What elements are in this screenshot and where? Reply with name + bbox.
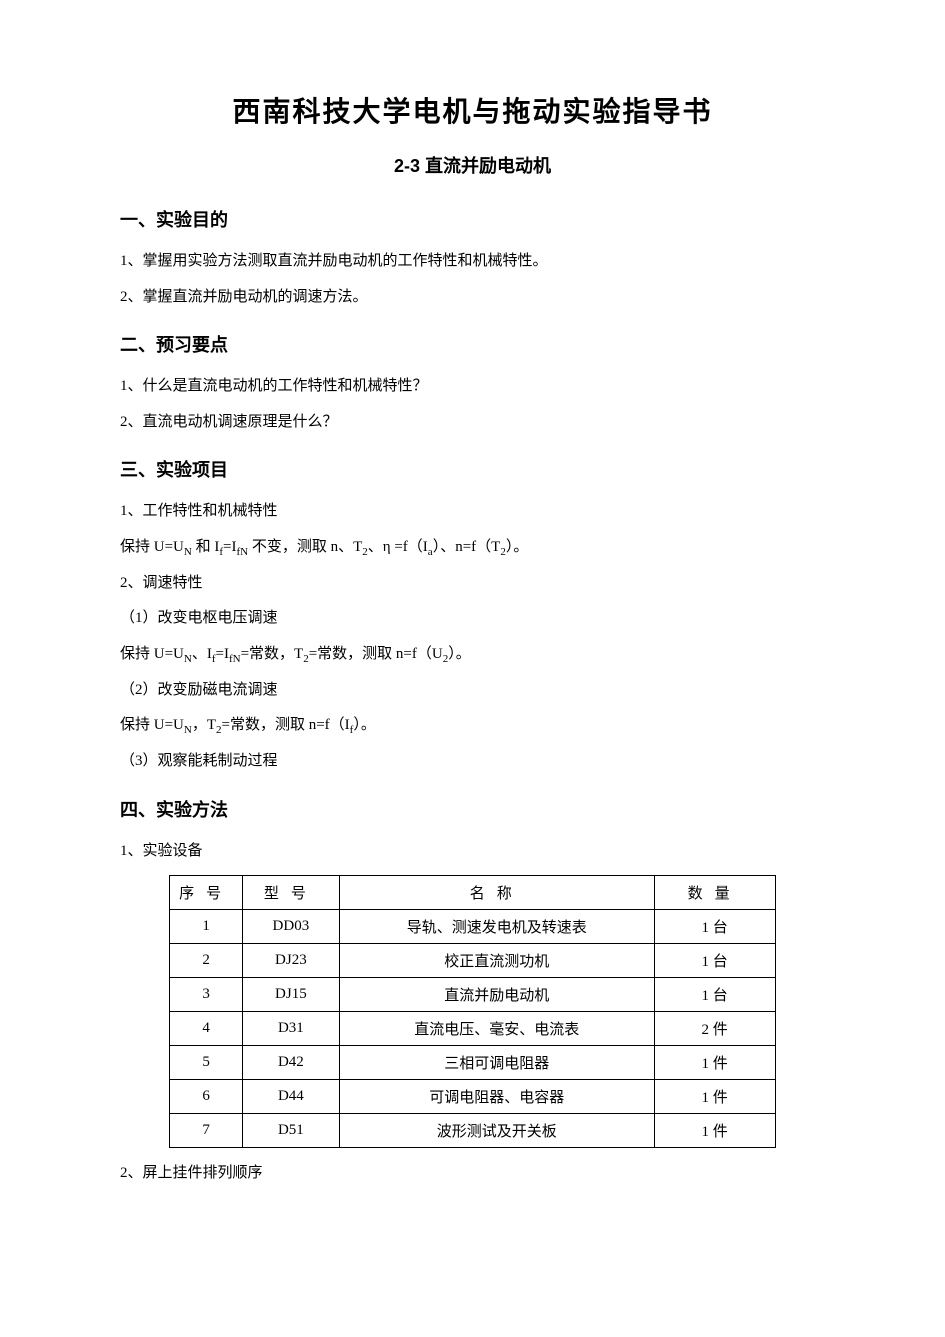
- cell-seq: 2: [170, 944, 243, 978]
- body-line: （1）改变电枢电压调速: [120, 603, 825, 635]
- section-body-2: 1、什么是直流电动机的工作特性和机械特性？ 2、直流电动机调速原理是什么？: [120, 371, 825, 438]
- cell-name: 可调电阻器、电容器: [339, 1080, 654, 1114]
- cell-qty: 1 件: [654, 1046, 775, 1080]
- body-line: （3）观察能耗制动过程: [120, 746, 825, 778]
- th-qty: 数量: [654, 876, 775, 910]
- cell-name: 波形测试及开关板: [339, 1114, 654, 1148]
- cell-model: D44: [242, 1080, 339, 1114]
- th-model: 型号: [242, 876, 339, 910]
- body-line: 2、调速特性: [120, 568, 825, 600]
- body-line: （2）改变励磁电流调速: [120, 675, 825, 707]
- cell-name: 导轨、测速发电机及转速表: [339, 910, 654, 944]
- cell-model: D42: [242, 1046, 339, 1080]
- cell-qty: 1 台: [654, 910, 775, 944]
- cell-seq: 5: [170, 1046, 243, 1080]
- cell-name: 直流电压、毫安、电流表: [339, 1012, 654, 1046]
- table-row: 5D42三相可调电阻器1 件: [170, 1046, 775, 1080]
- body-line: 2、掌握直流并励电动机的调速方法。: [120, 282, 825, 314]
- cell-name: 三相可调电阻器: [339, 1046, 654, 1080]
- cell-qty: 1 台: [654, 944, 775, 978]
- table-row: 3DJ15直流并励电动机1 台: [170, 978, 775, 1012]
- body-line: 1、什么是直流电动机的工作特性和机械特性？: [120, 371, 825, 403]
- cell-qty: 1 件: [654, 1080, 775, 1114]
- cell-seq: 7: [170, 1114, 243, 1148]
- body-line: 1、掌握用实验方法测取直流并励电动机的工作特性和机械特性。: [120, 246, 825, 278]
- cell-seq: 4: [170, 1012, 243, 1046]
- table-row: 6D44可调电阻器、电容器1 件: [170, 1080, 775, 1114]
- body-line: 保持 U=UN、If=IfN=常数，T2=常数，测取 n=f（U2）。: [120, 639, 825, 671]
- cell-seq: 3: [170, 978, 243, 1012]
- cell-model: D51: [242, 1114, 339, 1148]
- section-body-3: 1、工作特性和机械特性保持 U=UN 和 If=IfN 不变，测取 n、T2、η…: [120, 496, 825, 778]
- section-heading-4: 四、实验方法: [120, 796, 825, 822]
- body-line: 2、直流电动机调速原理是什么？: [120, 407, 825, 439]
- after-table-line: 2、屏上挂件排列顺序: [120, 1158, 825, 1190]
- table-row: 1DD03导轨、测速发电机及转速表1 台: [170, 910, 775, 944]
- cell-name: 校正直流测功机: [339, 944, 654, 978]
- th-name: 名称: [339, 876, 654, 910]
- cell-model: DJ15: [242, 978, 339, 1012]
- equipment-intro: 1、实验设备: [120, 836, 825, 868]
- table-row: 7D51波形测试及开关板1 件: [170, 1114, 775, 1148]
- cell-model: D31: [242, 1012, 339, 1046]
- cell-model: DJ23: [242, 944, 339, 978]
- section-heading-2: 二、预习要点: [120, 331, 825, 357]
- cell-model: DD03: [242, 910, 339, 944]
- table-row: 2DJ23校正直流测功机1 台: [170, 944, 775, 978]
- section-body-1: 1、掌握用实验方法测取直流并励电动机的工作特性和机械特性。 2、掌握直流并励电动机…: [120, 246, 825, 313]
- cell-name: 直流并励电动机: [339, 978, 654, 1012]
- th-seq: 序号: [170, 876, 243, 910]
- section-heading-1: 一、实验目的: [120, 206, 825, 232]
- cell-qty: 1 台: [654, 978, 775, 1012]
- table-row: 4D31直流电压、毫安、电流表2 件: [170, 1012, 775, 1046]
- body-line: 保持 U=UN 和 If=IfN 不变，测取 n、T2、η =f（Ia）、n=f…: [120, 532, 825, 564]
- cell-qty: 2 件: [654, 1012, 775, 1046]
- section-heading-3: 三、实验项目: [120, 456, 825, 482]
- table-header-row: 序号 型号 名称 数量: [170, 876, 775, 910]
- document-subtitle: 2-3 直流并励电动机: [120, 152, 825, 178]
- body-line: 1、工作特性和机械特性: [120, 496, 825, 528]
- cell-qty: 1 件: [654, 1114, 775, 1148]
- equipment-table: 序号 型号 名称 数量 1DD03导轨、测速发电机及转速表1 台2DJ23校正直…: [169, 875, 775, 1148]
- body-line: 保持 U=UN，T2=常数，测取 n=f（If）。: [120, 710, 825, 742]
- cell-seq: 6: [170, 1080, 243, 1114]
- cell-seq: 1: [170, 910, 243, 944]
- document-title: 西南科技大学电机与拖动实验指导书: [120, 90, 825, 130]
